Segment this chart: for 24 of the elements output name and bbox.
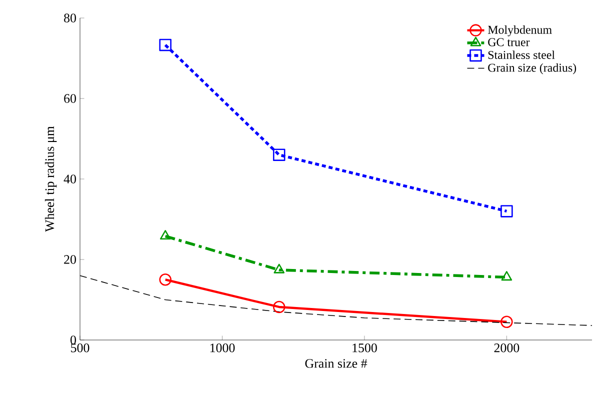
point [272, 148, 286, 161]
point [160, 230, 171, 240]
point [159, 273, 172, 286]
point [501, 271, 512, 281]
point [274, 264, 285, 274]
legend-label: GC truer [488, 38, 530, 46]
x-axis-title: Grain size # [305, 359, 368, 368]
point [272, 300, 286, 314]
y-axis-title: Wheel tip radius μm [44, 126, 57, 232]
legend-label: Stainless steel [488, 50, 555, 59]
y-tick-label: 20 [64, 255, 76, 264]
x-tick-label: 2000 [494, 344, 520, 352]
point [500, 205, 513, 218]
x-tick-label: 1000 [210, 344, 235, 352]
y-tick-label: 80 [64, 14, 76, 22]
y-tick-label: 0 [70, 336, 76, 344]
y-tick-label: 60 [64, 94, 76, 103]
x-tick-label: 1500 [352, 344, 377, 352]
point [159, 38, 172, 52]
x-tick-label: 500 [71, 344, 90, 352]
legend-label: Molybdenum [488, 25, 552, 36]
y-tick-label: 40 [64, 174, 76, 184]
point [500, 316, 513, 328]
legend-label: Grain size (radius) [488, 63, 576, 74]
